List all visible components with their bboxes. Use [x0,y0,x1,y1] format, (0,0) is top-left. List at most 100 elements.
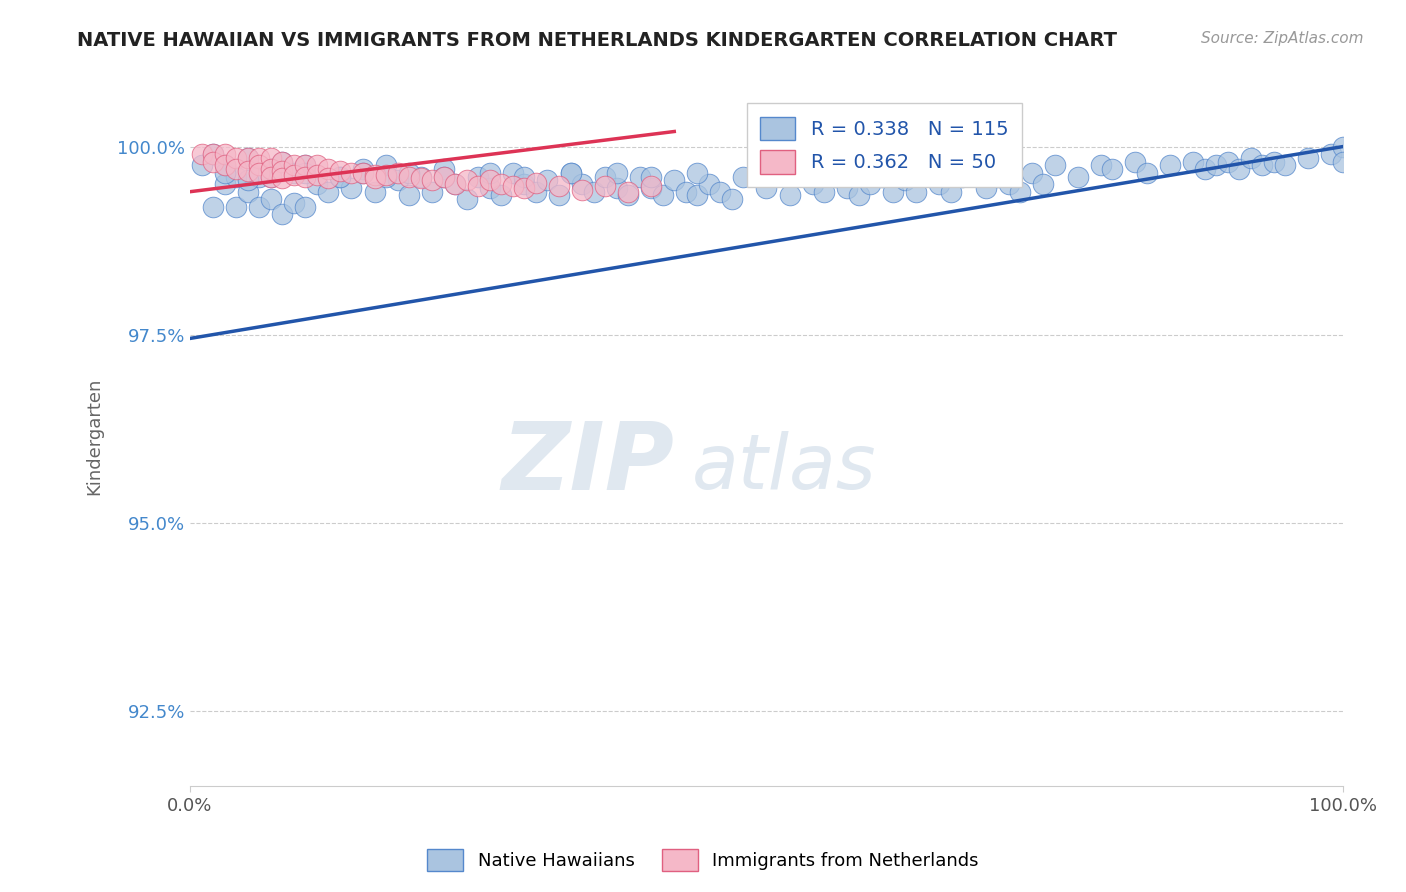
Point [974,181,997,195]
Point [225,151,247,165]
Point [582,185,605,199]
Point [340,166,363,180]
Point [952,169,974,184]
Point [1251,158,1274,172]
Point [214,158,236,172]
Point [190,147,212,161]
Point [513,181,536,195]
Point [236,151,259,165]
Point [606,181,628,195]
Point [214,166,236,180]
Point [294,158,316,172]
Point [1298,151,1320,165]
Point [202,154,225,169]
Point [467,178,489,193]
Point [260,151,283,165]
Point [478,181,501,195]
Point [963,158,986,172]
Point [548,188,571,202]
Point [387,173,409,187]
Point [456,192,478,206]
Point [398,188,420,202]
Point [236,185,259,199]
Point [1274,158,1296,172]
Point [271,154,294,169]
Point [491,177,513,191]
Point [305,158,328,172]
Point [283,168,305,182]
Point [247,166,270,180]
Point [202,200,225,214]
Point [1263,154,1285,169]
Point [283,196,305,211]
Point [1205,158,1227,172]
Point [202,147,225,161]
Legend: R = 0.338   N = 115, R = 0.362   N = 50: R = 0.338 N = 115, R = 0.362 N = 50 [747,103,1022,187]
Point [294,166,316,180]
Point [305,168,328,182]
Point [271,163,294,178]
Point [755,181,778,195]
Point [247,151,270,165]
Y-axis label: Kindergarten: Kindergarten [86,377,103,495]
Point [560,166,582,180]
Point [1331,154,1354,169]
Point [548,178,571,193]
Point [560,166,582,180]
Point [1032,177,1054,191]
Point [318,162,340,177]
Text: Source: ZipAtlas.com: Source: ZipAtlas.com [1201,31,1364,46]
Point [225,169,247,184]
Point [225,200,247,214]
Point [571,183,593,197]
Point [928,177,950,191]
Point [294,200,316,214]
Point [363,185,385,199]
Point [917,166,939,180]
Point [617,188,640,202]
Point [513,177,536,191]
Point [409,169,432,184]
Point [305,177,328,191]
Point [593,169,616,184]
Point [1216,154,1239,169]
Point [859,177,882,191]
Point [375,169,398,184]
Point [236,163,259,178]
Text: atlas: atlas [692,431,876,505]
Point [617,185,640,199]
Point [375,168,398,182]
Point [709,185,731,199]
Point [236,151,259,165]
Point [329,169,352,184]
Point [1159,158,1181,172]
Point [271,171,294,186]
Point [398,166,420,180]
Point [606,166,628,180]
Point [571,177,593,191]
Point [1182,154,1205,169]
Point [318,185,340,199]
Point [340,181,363,195]
Point [260,169,283,184]
Point [1125,154,1147,169]
Point [824,169,846,184]
Point [283,166,305,180]
Point [894,173,917,187]
Point [721,192,744,206]
Point [1010,185,1032,199]
Point [686,166,709,180]
Legend: Native Hawaiians, Immigrants from Netherlands: Native Hawaiians, Immigrants from Nether… [420,842,986,879]
Point [409,171,432,186]
Point [536,173,558,187]
Point [813,185,835,199]
Point [640,178,662,193]
Point [651,188,673,202]
Point [1136,166,1159,180]
Point [478,173,501,187]
Point [433,169,456,184]
Point [837,181,859,195]
Point [870,169,893,184]
Point [363,168,385,182]
Point [247,200,270,214]
